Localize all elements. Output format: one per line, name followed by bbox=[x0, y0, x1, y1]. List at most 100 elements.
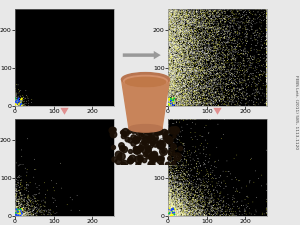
Point bbox=[201, 177, 206, 181]
Point bbox=[212, 22, 217, 25]
Point bbox=[174, 187, 179, 191]
Point bbox=[213, 90, 218, 94]
Point bbox=[13, 101, 18, 104]
Point bbox=[199, 15, 203, 19]
Point bbox=[184, 52, 189, 55]
Point bbox=[173, 93, 178, 97]
Point bbox=[190, 118, 195, 122]
Point bbox=[191, 188, 196, 191]
Point bbox=[167, 196, 172, 199]
Point bbox=[194, 8, 199, 11]
Point bbox=[13, 208, 17, 211]
Point bbox=[187, 38, 191, 42]
Point bbox=[231, 42, 236, 45]
Point bbox=[169, 205, 173, 209]
Point bbox=[176, 27, 181, 30]
Point bbox=[253, 12, 258, 16]
Point bbox=[200, 212, 205, 215]
Point bbox=[168, 71, 173, 74]
Point bbox=[172, 60, 177, 64]
Point bbox=[230, 52, 234, 56]
Point bbox=[250, 28, 255, 32]
Point bbox=[167, 197, 172, 201]
Point bbox=[170, 212, 175, 215]
Point bbox=[26, 204, 31, 208]
Point bbox=[168, 193, 173, 197]
Point bbox=[264, 37, 269, 41]
Point bbox=[178, 83, 183, 86]
Point bbox=[193, 198, 198, 201]
Point bbox=[232, 88, 237, 92]
Point bbox=[186, 54, 191, 58]
Point bbox=[175, 98, 180, 101]
Point bbox=[190, 69, 194, 72]
Point bbox=[173, 60, 178, 63]
Point bbox=[178, 60, 183, 63]
Point bbox=[14, 207, 19, 211]
Point bbox=[182, 213, 186, 216]
Point bbox=[167, 15, 171, 18]
Point bbox=[167, 16, 172, 19]
Point bbox=[184, 39, 189, 43]
Point bbox=[16, 212, 20, 216]
Point bbox=[204, 58, 209, 61]
Point bbox=[189, 91, 194, 94]
Point bbox=[239, 49, 244, 52]
Point bbox=[171, 11, 176, 15]
Point bbox=[184, 82, 189, 85]
Point bbox=[167, 9, 172, 13]
Point bbox=[186, 99, 191, 103]
Point bbox=[201, 22, 206, 26]
Point bbox=[178, 83, 182, 87]
Point bbox=[264, 58, 269, 61]
Point bbox=[264, 76, 269, 79]
Point bbox=[169, 13, 174, 17]
Point bbox=[203, 13, 208, 17]
Point bbox=[184, 71, 189, 74]
Point bbox=[185, 204, 190, 208]
Point bbox=[15, 213, 20, 216]
Point bbox=[259, 47, 264, 50]
Point bbox=[171, 197, 176, 201]
Point bbox=[202, 147, 206, 151]
Point bbox=[196, 35, 201, 38]
Point bbox=[264, 83, 269, 86]
Point bbox=[15, 98, 20, 102]
Point bbox=[171, 53, 176, 56]
Point bbox=[196, 78, 201, 82]
Point bbox=[196, 51, 200, 55]
Point bbox=[223, 35, 227, 38]
Point bbox=[190, 199, 195, 202]
Point bbox=[208, 22, 213, 25]
Point bbox=[182, 97, 187, 101]
Point bbox=[205, 25, 209, 29]
Point bbox=[185, 84, 190, 87]
Point bbox=[227, 75, 232, 79]
Point bbox=[225, 96, 230, 100]
Point bbox=[171, 101, 176, 105]
Point bbox=[250, 58, 255, 62]
Point bbox=[175, 58, 180, 62]
Point bbox=[205, 11, 210, 15]
Point bbox=[223, 210, 227, 214]
Point bbox=[174, 53, 178, 57]
Point bbox=[182, 11, 187, 15]
Point bbox=[169, 45, 174, 49]
Point bbox=[14, 209, 18, 213]
Point bbox=[169, 210, 174, 214]
Point bbox=[189, 28, 194, 32]
Point bbox=[183, 209, 188, 213]
Point bbox=[182, 212, 187, 216]
Point bbox=[167, 57, 172, 60]
Point bbox=[170, 40, 175, 43]
Point bbox=[201, 18, 206, 22]
Point bbox=[167, 209, 172, 213]
Point bbox=[192, 159, 197, 162]
Point bbox=[185, 179, 190, 182]
Point bbox=[203, 50, 208, 54]
Point bbox=[167, 8, 172, 11]
Point bbox=[176, 199, 181, 203]
Point bbox=[213, 9, 218, 13]
Point bbox=[167, 100, 171, 104]
Point bbox=[171, 207, 176, 211]
